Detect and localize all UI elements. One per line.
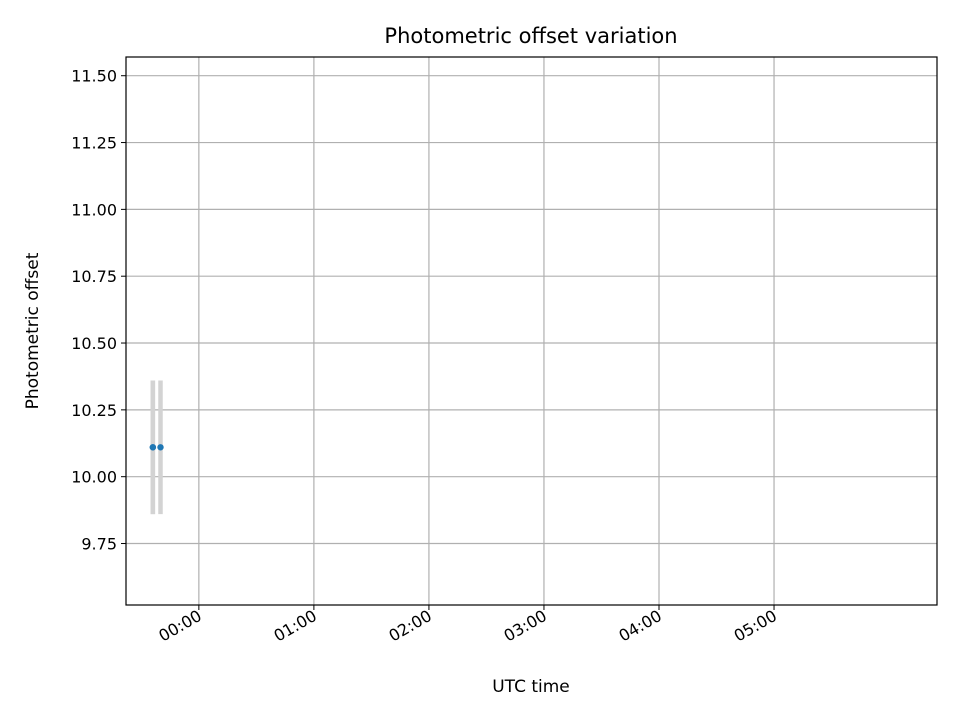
- x-axis-title: UTC time: [492, 677, 570, 697]
- y-tick-label: 10.50: [71, 334, 117, 353]
- y-axis-ticks: 9.75 10.00 10.25 10.50 10.75 11.00 11.25 11.50: [71, 67, 126, 554]
- y-tick-label: 11.25: [71, 134, 117, 153]
- data-points: [149, 444, 164, 451]
- y-tick-label: 11.50: [71, 67, 117, 86]
- y-tick-label: 10.75: [71, 267, 117, 286]
- chart-title: Photometric offset variation: [384, 24, 677, 48]
- plot-frame: [125, 56, 938, 606]
- data-point: [149, 444, 157, 451]
- grid-lines: [126, 57, 937, 605]
- data-point: [157, 444, 164, 451]
- y-tick-label: 11.00: [71, 200, 117, 219]
- y-tick-label: 9.75: [81, 535, 117, 554]
- y-tick-label: 10.25: [71, 401, 117, 420]
- y-axis-title: Photometric offset: [23, 252, 43, 409]
- y-tick-label: 10.00: [71, 468, 117, 487]
